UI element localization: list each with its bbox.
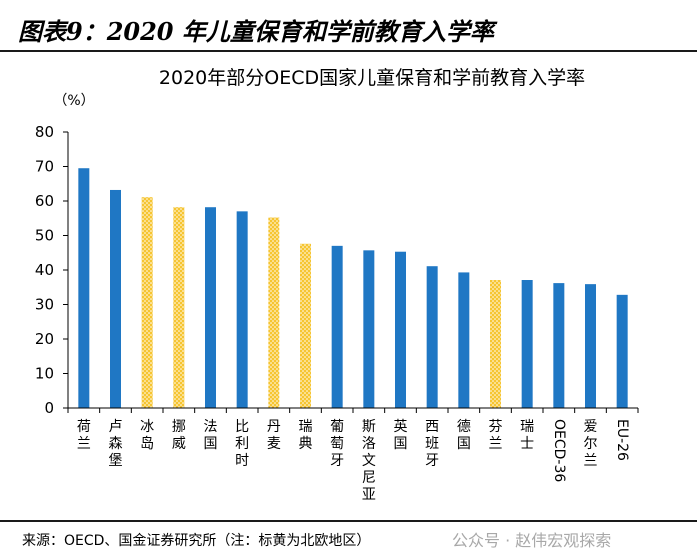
bar-7: 丹麦: 55.2	[268, 217, 280, 408]
bars-group: 荷兰: 69.5 卢森堡: 63.2 冰岛: 61.1 挪威: 58.2 法国: 58.…	[78, 168, 628, 408]
y-tick-label: 0	[44, 399, 54, 417]
bar-18: EU-26: 32.8	[616, 294, 628, 408]
bar-17: 爱尔兰: 35.9	[585, 284, 596, 408]
bar-1: 荷兰: 69.5	[78, 168, 90, 408]
bar-8: 瑞典: 47.6	[300, 243, 311, 408]
x-tick-label: 英 国	[393, 419, 408, 452]
x-tick-label: 荷 兰	[76, 419, 91, 452]
bar-14: 芬兰: 37.1	[490, 280, 501, 408]
x-tick-label: 瑞 典	[298, 419, 313, 452]
bar-5: 法国: 58.2	[205, 207, 216, 408]
bar-13: 德国: 39.3	[458, 272, 470, 408]
x-tick-label: OECD-36	[550, 419, 567, 483]
chart-title: 2020年部分OECD国家儿童保育和学前教育入学率	[159, 67, 585, 89]
y-tick-label: 50	[35, 227, 54, 245]
x-tick-label: 瑞 士	[520, 419, 535, 452]
x-tick-label: 爱 尔 兰	[583, 419, 598, 469]
top-divider	[0, 50, 697, 52]
x-tick-label: 法 国	[203, 419, 218, 452]
x-tick-label: 葡 萄 牙	[330, 419, 345, 469]
y-axis: 0 10 20 30 40 50 60 70 80	[35, 123, 69, 417]
x-tick-label: 斯 洛 文 尼 亚	[361, 419, 376, 503]
bar-chart: 2020年部分OECD国家儿童保育和学前教育入学率 （%） 0 10 20 30 40 5…	[35, 67, 639, 417]
x-tick-label: 德 国	[456, 419, 471, 452]
source-note: 来源：OECD、国金证券研究所（注：标黄为北欧地区）	[22, 533, 371, 549]
y-tick-label: 70	[35, 158, 54, 176]
bar-4: 挪威: 58.2	[173, 207, 185, 408]
x-tick-label: 丹 麦	[266, 419, 281, 452]
bottom-divider	[0, 520, 697, 522]
bar-12: 西班牙: 41.1	[426, 266, 438, 408]
x-tick-label: EU-26	[614, 419, 631, 461]
bar-2: 卢森堡: 63.2	[110, 189, 121, 408]
y-tick-label: 40	[35, 261, 54, 279]
y-tick-label: 80	[35, 123, 54, 141]
watermark-text: 公众号 · 赵伟宏观探索	[452, 531, 612, 550]
y-axis-label: （%）	[53, 93, 94, 109]
bar-16: OECD-36: 36.2	[553, 283, 565, 408]
x-tick-label: 卢 森 堡	[108, 419, 123, 469]
bar-11: 英国: 45.3	[395, 251, 406, 408]
y-tick-label: 20	[35, 330, 54, 348]
x-tick-label: 芬 兰	[488, 419, 503, 452]
y-tick-label: 10	[35, 365, 54, 383]
bar-15: 瑞士: 37.1	[521, 280, 533, 408]
bar-3: 冰岛: 61.1	[141, 197, 153, 408]
x-tick-label: 冰 岛	[140, 419, 155, 452]
x-tick-label: 西 班 牙	[425, 419, 440, 469]
figure-title: 图表9：2020 年儿童保育和学前教育入学率	[18, 17, 494, 46]
x-axis	[67, 407, 639, 413]
y-tick-label: 60	[35, 192, 54, 210]
x-tick-label: 挪 威	[171, 419, 186, 452]
bar-9: 葡萄牙: 47	[331, 245, 343, 408]
x-tick-label: 比 利 时	[235, 419, 250, 469]
y-tick-label: 30	[35, 296, 54, 314]
bar-6: 比利时: 57	[236, 211, 248, 408]
